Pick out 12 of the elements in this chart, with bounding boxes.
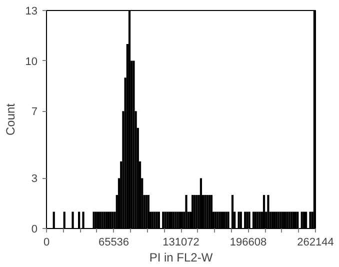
x-axis-title: PI in FL2-W — [149, 250, 214, 264]
x-tick-label: 131072 — [162, 236, 200, 248]
x-tick-label: 262144 — [297, 236, 334, 248]
y-tick-label: 7 — [31, 106, 38, 118]
y-tick-label: 0 — [31, 224, 38, 236]
y-tick-label: 10 — [25, 56, 38, 68]
y-tick-label: 13 — [25, 6, 38, 18]
x-tick-label: 65536 — [98, 236, 130, 248]
y-tick-label: 3 — [31, 173, 38, 186]
x-tick-label: 196608 — [230, 236, 267, 248]
y-axis-title: Count — [3, 102, 18, 136]
x-tick-label: 0 — [43, 236, 50, 248]
